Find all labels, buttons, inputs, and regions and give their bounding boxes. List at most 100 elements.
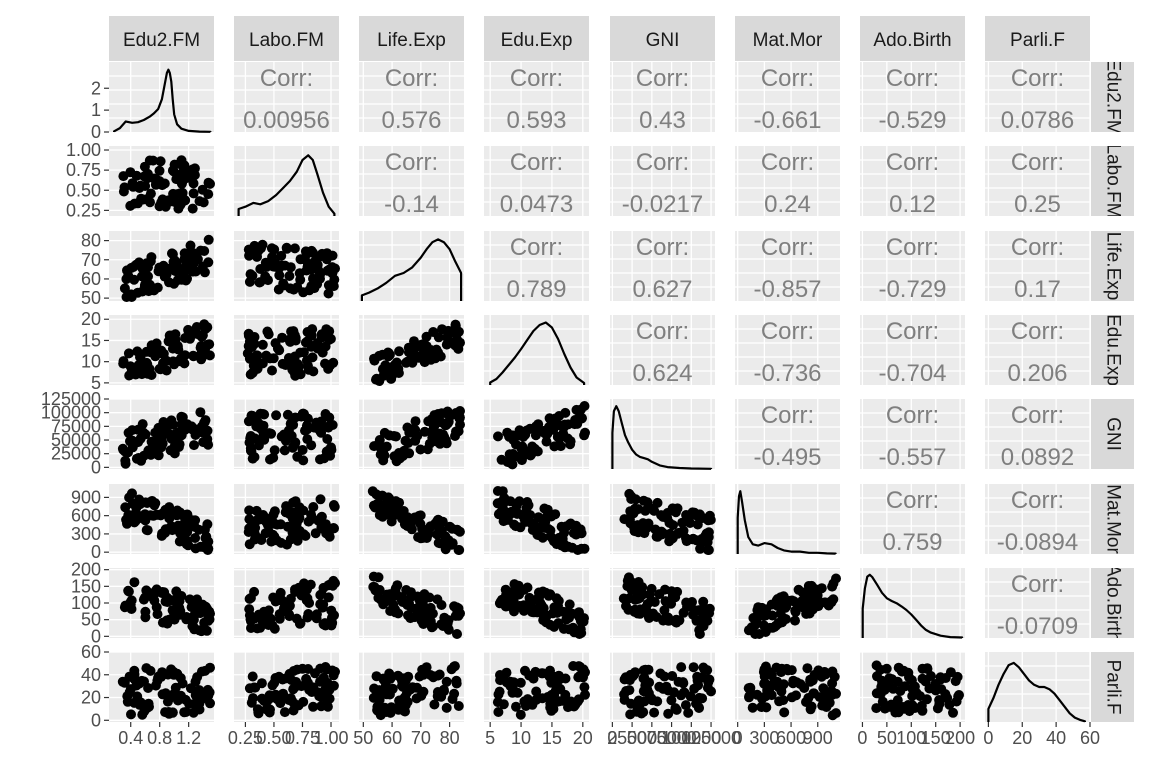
scatter-point (823, 600, 834, 611)
row-strip-label-gni: GNI (1102, 417, 1123, 451)
panel-mat-mor-edu-exp (484, 484, 590, 555)
corr-label: Corr: (761, 318, 814, 345)
scatter-point (280, 507, 291, 518)
scatter-point (326, 605, 337, 616)
panel-life-exp-gni-background (610, 231, 715, 301)
scatter-point (531, 686, 542, 697)
scatter-point (767, 622, 778, 633)
scatter-point (190, 533, 201, 543)
y-tick-label-labo-fm: 0.75 (66, 160, 101, 180)
scatter-point (694, 509, 705, 520)
scatter-point (367, 486, 378, 497)
column-strip-edu-exp (484, 16, 589, 61)
corr-value: 0.206 (1007, 360, 1067, 387)
scatter-point (533, 530, 544, 541)
scatter-point (196, 626, 207, 637)
scatter-point (162, 696, 173, 707)
panel-mat-mor-parli-f-background (985, 484, 1090, 554)
scatter-point (244, 683, 255, 694)
scatter-point (244, 539, 255, 550)
scatter-point (195, 407, 206, 418)
x-tick-label-mat-mor: 600 (776, 728, 806, 748)
panel-edu2-fm-parli-f-background (985, 62, 1090, 132)
scatter-point (271, 410, 282, 421)
scatter-point (452, 629, 462, 639)
scatter-point (188, 178, 199, 189)
row-strip-mat-mor (1091, 484, 1134, 554)
scatter-point (278, 278, 289, 289)
scatter-point (316, 419, 326, 430)
scatter-point (704, 608, 715, 619)
y-tick-label-labo-fm: 0.25 (66, 200, 101, 220)
scatter-point (309, 258, 320, 268)
scatter-point (271, 535, 282, 546)
y-tick-label-edu2-fm: 2 (91, 78, 101, 98)
panel-gni-mat-mor: Corr: -0.495 (735, 399, 840, 471)
column-strip-label-parli-f: Parli.F (1010, 30, 1065, 51)
scatter-point (328, 523, 339, 533)
y-tick-label-edu2-fm: 0 (91, 122, 101, 142)
scatter-point (247, 342, 257, 352)
scatter-point (308, 247, 318, 258)
scatter-point (163, 195, 174, 206)
y-tick-label-edu2-fm: 1 (91, 100, 101, 120)
panel-edu2-fm-gni-background (610, 62, 715, 132)
scatter-point (243, 416, 254, 427)
scatter-point (315, 676, 325, 687)
scatter-point (203, 543, 214, 554)
scatter-point (176, 274, 187, 285)
scatter-point (301, 673, 312, 684)
corr-label: Corr: (636, 65, 689, 92)
panel-gni-parli-f: Corr: 0.0892 (985, 399, 1091, 471)
panel-ado-birth-ado-birth (860, 568, 965, 639)
scatter-point (422, 343, 433, 354)
corr-label: Corr: (1011, 65, 1064, 92)
scatter-point (517, 510, 528, 521)
scatter-point (307, 324, 318, 335)
x-tick-label-edu2-fm: 0.4 (118, 728, 143, 748)
scatter-point (948, 707, 958, 718)
scatter-point (245, 431, 256, 441)
scatter-point (574, 607, 584, 618)
corr-value: -0.529 (878, 107, 946, 134)
scatter-point (135, 351, 146, 362)
scatter-point (268, 353, 279, 364)
scatter-point (188, 614, 199, 625)
scatter-point (786, 665, 797, 676)
x-tick-label-ado-birth: 150 (921, 728, 951, 748)
scatter-point (454, 411, 465, 422)
x-tick-label-edu2-fm: 1.2 (176, 728, 201, 748)
row-strip-label-labo-fm: Labo.FM (1102, 144, 1123, 219)
panel-edu-exp-parli-f: Corr: 0.206 (985, 315, 1091, 387)
scatter-point (743, 683, 754, 694)
panel-life-exp-ado-birth-background (860, 231, 965, 301)
scatter-point (694, 625, 705, 636)
scatter-point (893, 662, 904, 673)
scatter-point (298, 455, 309, 466)
scatter-point (449, 601, 460, 612)
scatter-point (122, 265, 132, 276)
corr-label: Corr: (886, 234, 939, 261)
scatter-point (494, 686, 505, 697)
x-tick-label-gni: 25000 (607, 728, 657, 748)
scatter-point (418, 686, 429, 697)
scatter-point (676, 662, 687, 673)
scatter-point (256, 678, 267, 689)
x-tick-label-gni: 125000 (681, 728, 741, 748)
scatter-point (558, 623, 569, 634)
scatter-point (149, 345, 159, 356)
scatter-point (553, 595, 564, 606)
panel-edu-exp-labo-fm (234, 315, 339, 385)
scatter-point (246, 446, 257, 457)
corr-value: -0.14 (384, 191, 439, 218)
scatter-point (320, 519, 331, 530)
scatter-point (266, 243, 277, 254)
scatter-point (177, 412, 188, 423)
scatter-point (322, 434, 333, 444)
scatter-point (409, 612, 420, 623)
column-strip-labo-fm (234, 16, 339, 61)
scatter-point (436, 528, 447, 539)
scatter-point (283, 425, 294, 436)
scatter-point (419, 426, 430, 437)
scatter-point (667, 671, 678, 681)
